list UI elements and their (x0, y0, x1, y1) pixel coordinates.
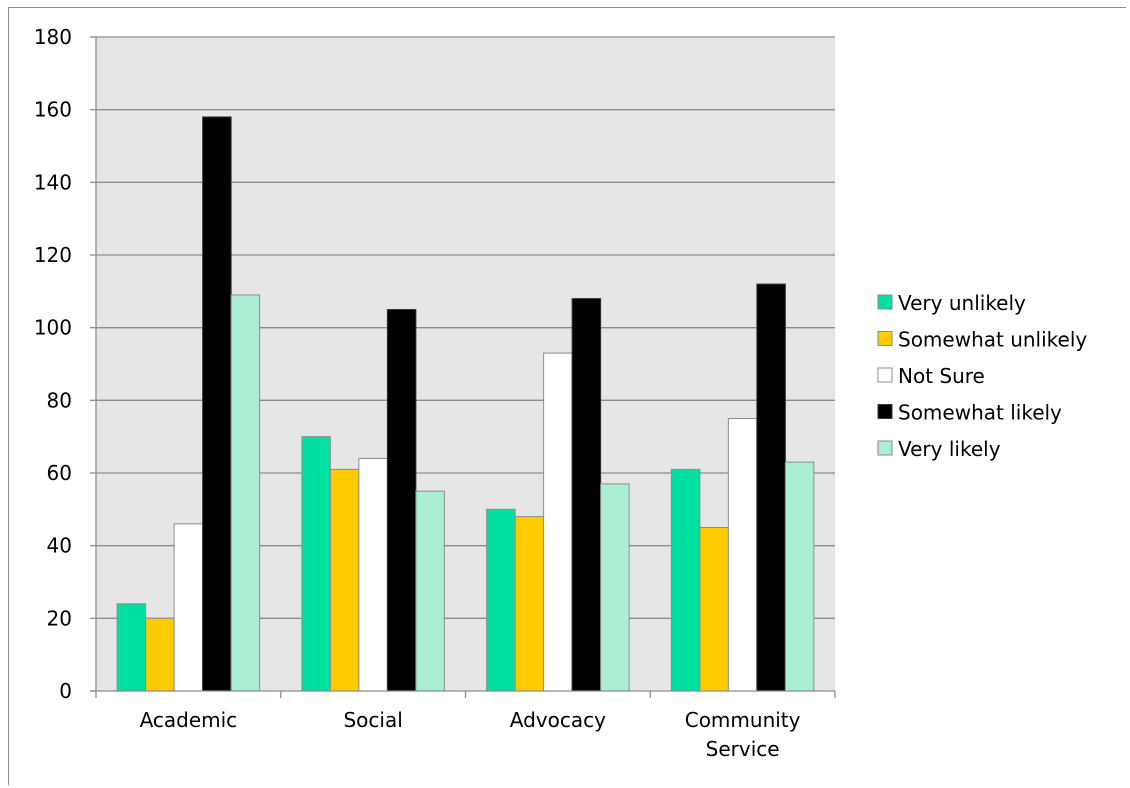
bar-somewhat-unlikely (145, 617, 175, 692)
bar-somewhat-likely (386, 309, 417, 692)
chart-frame (8, 7, 1126, 785)
bar-not-sure (173, 523, 204, 692)
legend-swatch-very-unlikely (877, 294, 893, 310)
x-category-label-line: Social (343, 708, 402, 732)
y-tick-label: 160 (34, 98, 72, 122)
y-tick-label: 80 (47, 388, 72, 412)
legend-swatch-very-likely (877, 440, 893, 456)
y-tick-label: 180 (34, 25, 72, 49)
legend-label: Somewhat unlikely (898, 328, 1087, 352)
x-category-label: Advocacy (510, 708, 606, 732)
legend: Very unlikely Somewhat unlikely Not Sure So… (877, 291, 1087, 461)
legend-label: Somewhat likely (898, 401, 1062, 425)
bar-not-sure (727, 418, 758, 692)
legend-swatch-somewhat-unlikely (877, 331, 893, 346)
bar-somewhat-likely (571, 298, 602, 692)
bar-somewhat-unlikely (699, 527, 729, 692)
legend-label: Not Sure (898, 364, 985, 388)
y-tick-label: 60 (47, 461, 72, 485)
y-tick-label: 100 (34, 316, 72, 340)
bar-somewhat-unlikely (514, 516, 545, 692)
x-category-label-line: Academic (140, 708, 238, 732)
bar-somewhat-likely (756, 283, 786, 692)
x-category-label: Community Service (685, 708, 801, 761)
y-axis-tick-labels: 0 20 40 60 80 100 120 140 160 180 (34, 25, 72, 703)
y-tick-label: 20 (47, 606, 72, 630)
x-category-label-line: Community (685, 708, 801, 732)
bar-very-likely (230, 294, 261, 692)
bar-very-likely (784, 461, 815, 692)
x-category-label-line: Service (706, 737, 780, 761)
bar-somewhat-unlikely (329, 468, 360, 692)
bar-very-likely (600, 483, 630, 692)
y-tick-label: 0 (59, 679, 72, 703)
axes (90, 36, 836, 698)
y-tick-label: 140 (34, 170, 72, 194)
bar-somewhat-likely (202, 116, 232, 692)
y-tick-label: 40 (47, 534, 72, 558)
legend-swatch-somewhat-likely (877, 404, 893, 419)
bar-very-unlikely (670, 468, 701, 692)
x-category-label: Social (343, 708, 402, 732)
bar-very-unlikely (486, 508, 516, 692)
bars (116, 116, 815, 692)
bar-not-sure (358, 457, 388, 692)
x-category-label: Academic (140, 708, 238, 732)
bar-very-unlikely (301, 436, 331, 692)
bar-very-unlikely (116, 603, 147, 692)
y-tick-label: 120 (34, 243, 72, 267)
x-category-label-line: Advocacy (510, 708, 606, 732)
legend-swatch-not-sure (877, 367, 893, 383)
bar-not-sure (543, 352, 573, 692)
x-axis-category-labels: Academic Social Advocacy Community Service (140, 708, 801, 761)
bar-very-likely (415, 490, 445, 692)
legend-label: Very likely (898, 437, 1001, 461)
legend-label: Very unlikely (898, 291, 1026, 315)
